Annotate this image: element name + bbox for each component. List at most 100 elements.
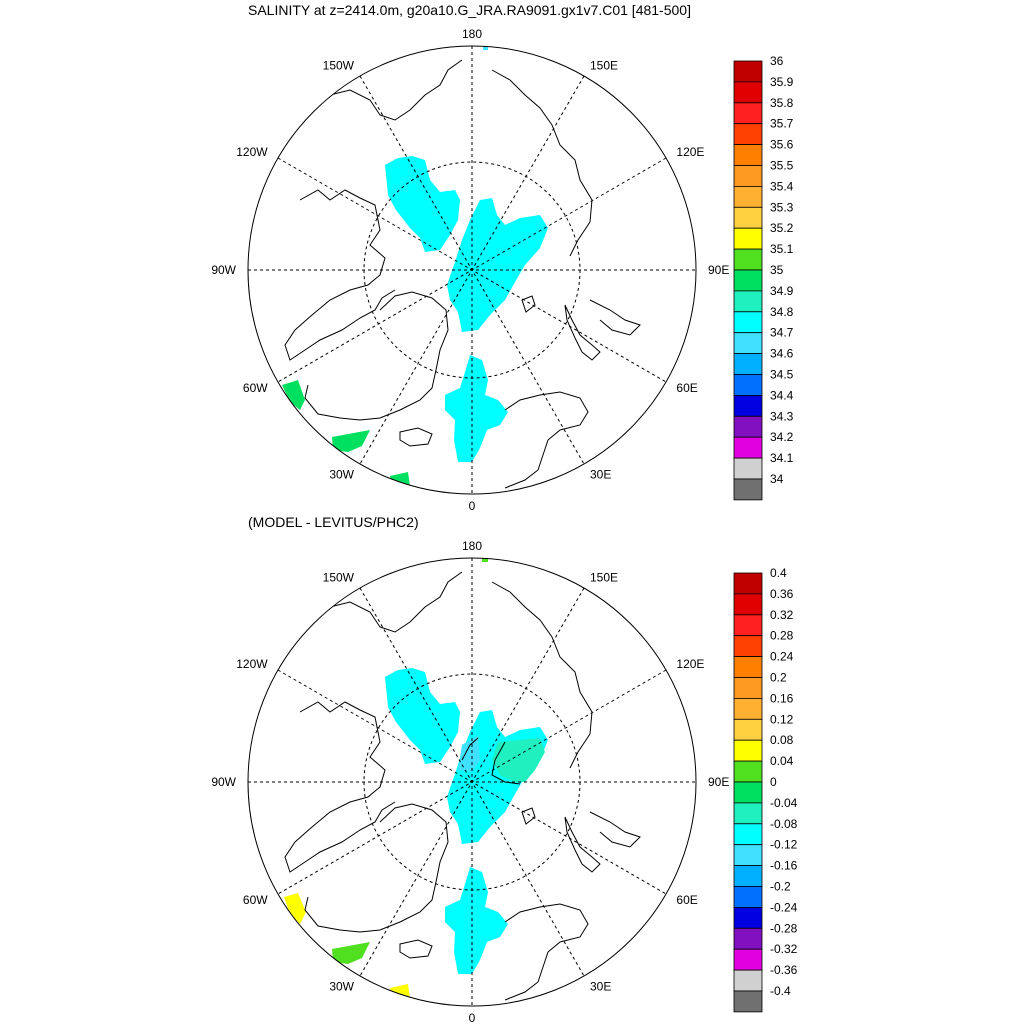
colorbar-tick-label: 34.3: [770, 409, 794, 423]
colorbar-tick-label: 0.4: [770, 566, 787, 580]
longitude-label: 120E: [676, 657, 704, 671]
colorbar-swatch: [733, 206, 763, 229]
colorbar-swatch: [733, 478, 763, 501]
longitude-label: 30W: [329, 979, 354, 993]
panel-subtitle: (MODEL - LEVITUS/PHC2): [248, 514, 419, 530]
colorbar-tick-label: 34.5: [770, 368, 794, 382]
colorbar-tick-label: 34.7: [770, 326, 794, 340]
difference-region-lomonosov: [458, 735, 480, 772]
difference-region-labrador: [284, 893, 306, 924]
colorbar-swatch: [733, 677, 763, 699]
colorbar-swatch: [733, 227, 763, 250]
ocean-fill-bottom: [284, 558, 548, 998]
colorbar-tick-label: 35.6: [770, 138, 794, 152]
longitude-label: 30E: [590, 979, 611, 993]
difference-region-nordic-seas: [445, 867, 508, 974]
colorbar-tick-label: 34.6: [770, 347, 794, 361]
salinity-region-nordic-seas: [445, 355, 508, 462]
coastline-greenland: [304, 291, 449, 421]
coastline-novaya-zemlya: [564, 816, 601, 873]
coastline-iceland: [399, 427, 433, 447]
figure-title: SALINITY at z=2414.0m, g20a10.G_JRA.RA90…: [248, 2, 691, 18]
colorbar-swatch: [733, 886, 763, 908]
colorbar-swatch: [733, 81, 763, 104]
colorbar-swatch: [733, 457, 763, 480]
colorbar-swatch: [733, 698, 763, 720]
salinity-region-eurasian-basin: [447, 198, 548, 332]
colorbar-tick-label: 35.3: [770, 200, 794, 214]
colorbar-swatch: [733, 290, 763, 313]
colorbar-swatch: [733, 802, 763, 825]
colorbar-swatch: [733, 760, 763, 783]
colorbar-swatch: [733, 415, 763, 438]
colorbar-swatch: [733, 907, 763, 929]
salinity-region-labrador: [282, 380, 305, 410]
difference-region-eurasian-basin: [447, 710, 548, 844]
colorbar-tick-label: -0.2: [770, 880, 791, 894]
colorbar-tick-label: 35.7: [770, 117, 794, 131]
colorbar-tick-label: 35.2: [770, 221, 794, 235]
coastline-novaya-zemlya: [564, 304, 601, 361]
colorbar-swatch: [733, 374, 763, 396]
colorbar-tick-label: 35: [770, 263, 784, 277]
colorbar-tick-label: 0.08: [770, 733, 794, 747]
colorbar-tick-label: 0.36: [770, 587, 794, 601]
longitude-labels-bottom: 0 30E 60E 90E 120E 150E 180 150W 120W 90W 60W 30W: [211, 539, 729, 1024]
longitude-label: 90W: [211, 263, 236, 277]
map-boundary-bottom: [247, 557, 697, 1007]
colorbar-tick-label: 35.8: [770, 96, 794, 110]
coastline-canadian-archipelago: [284, 189, 396, 361]
longitude-label: 120W: [236, 145, 268, 159]
colorbar-swatch: [733, 144, 763, 166]
longitude-label: 0: [469, 499, 476, 513]
difference-region-makarov: [492, 738, 545, 782]
zero-contour-line: [461, 737, 521, 785]
difference-region-canada-basin: [385, 668, 460, 764]
colorbar-tick-label: 0.12: [770, 712, 794, 726]
colorbar-swatch: [733, 332, 763, 355]
colorbar-swatch: [733, 948, 763, 971]
longitude-label: 180: [462, 27, 482, 41]
colorbar-tick-label: 34.1: [770, 451, 794, 465]
colorbar-swatch: [733, 990, 763, 1013]
colorbar-swatch: [733, 927, 763, 950]
colorbar-swatch: [733, 248, 763, 271]
coastline-kola-ural: [589, 811, 641, 848]
colorbar-tick-label: 0: [770, 775, 777, 789]
longitude-label: 150W: [323, 571, 355, 585]
salinity-region-canada-basin: [385, 156, 460, 252]
colorbar-tick-label: -0.04: [770, 796, 798, 810]
coastline-alaska: [329, 59, 463, 121]
colorbar-tick-label: -0.08: [770, 817, 798, 831]
colorbar-swatch: [733, 123, 763, 145]
colorbar-tick-label: 0.24: [770, 650, 794, 664]
colorbar-swatch: [733, 165, 763, 187]
coastlines-top: [284, 59, 641, 489]
colorbar-tick-label: 34.4: [770, 388, 794, 402]
map-panel-bottom: 0 30E 60E 90E 120E 150E 180 150W 120W 90W 60W 30W 0…: [211, 539, 797, 1024]
colorbar-swatch: [733, 593, 763, 616]
longitude-labels-top: 0 30E 60E 90E 120E 150E 180 150W 120W 90W 60W 30W: [211, 27, 729, 513]
ocean-fill-top: [282, 46, 548, 486]
longitude-label: 150W: [323, 59, 355, 73]
colorbar-tick-label: -0.12: [770, 838, 798, 852]
colorbar-swatch: [733, 844, 763, 867]
colorbar-tick-label: -0.32: [770, 942, 798, 956]
colorbar-swatch: [733, 60, 763, 83]
coastline-siberia: [491, 581, 593, 769]
colorbar-swatch: [733, 635, 763, 658]
longitude-label: 60E: [676, 381, 697, 395]
longitude-label: 60W: [243, 893, 268, 907]
colorbar-tick-label: 34.2: [770, 430, 794, 444]
colorbar-tick-label: 34.9: [770, 284, 794, 298]
longitude-label: 90E: [708, 263, 729, 277]
colorbar-swatch: [733, 656, 763, 678]
coastline-scandinavia: [504, 391, 589, 489]
colorbar-swatch: [733, 823, 763, 846]
longitude-label: 30W: [329, 467, 354, 481]
coastline-siberia: [491, 69, 593, 257]
colorbar-tick-label: -0.4: [770, 984, 791, 998]
coastline-kola-ural: [589, 299, 641, 336]
map-boundary-top: [247, 45, 697, 495]
